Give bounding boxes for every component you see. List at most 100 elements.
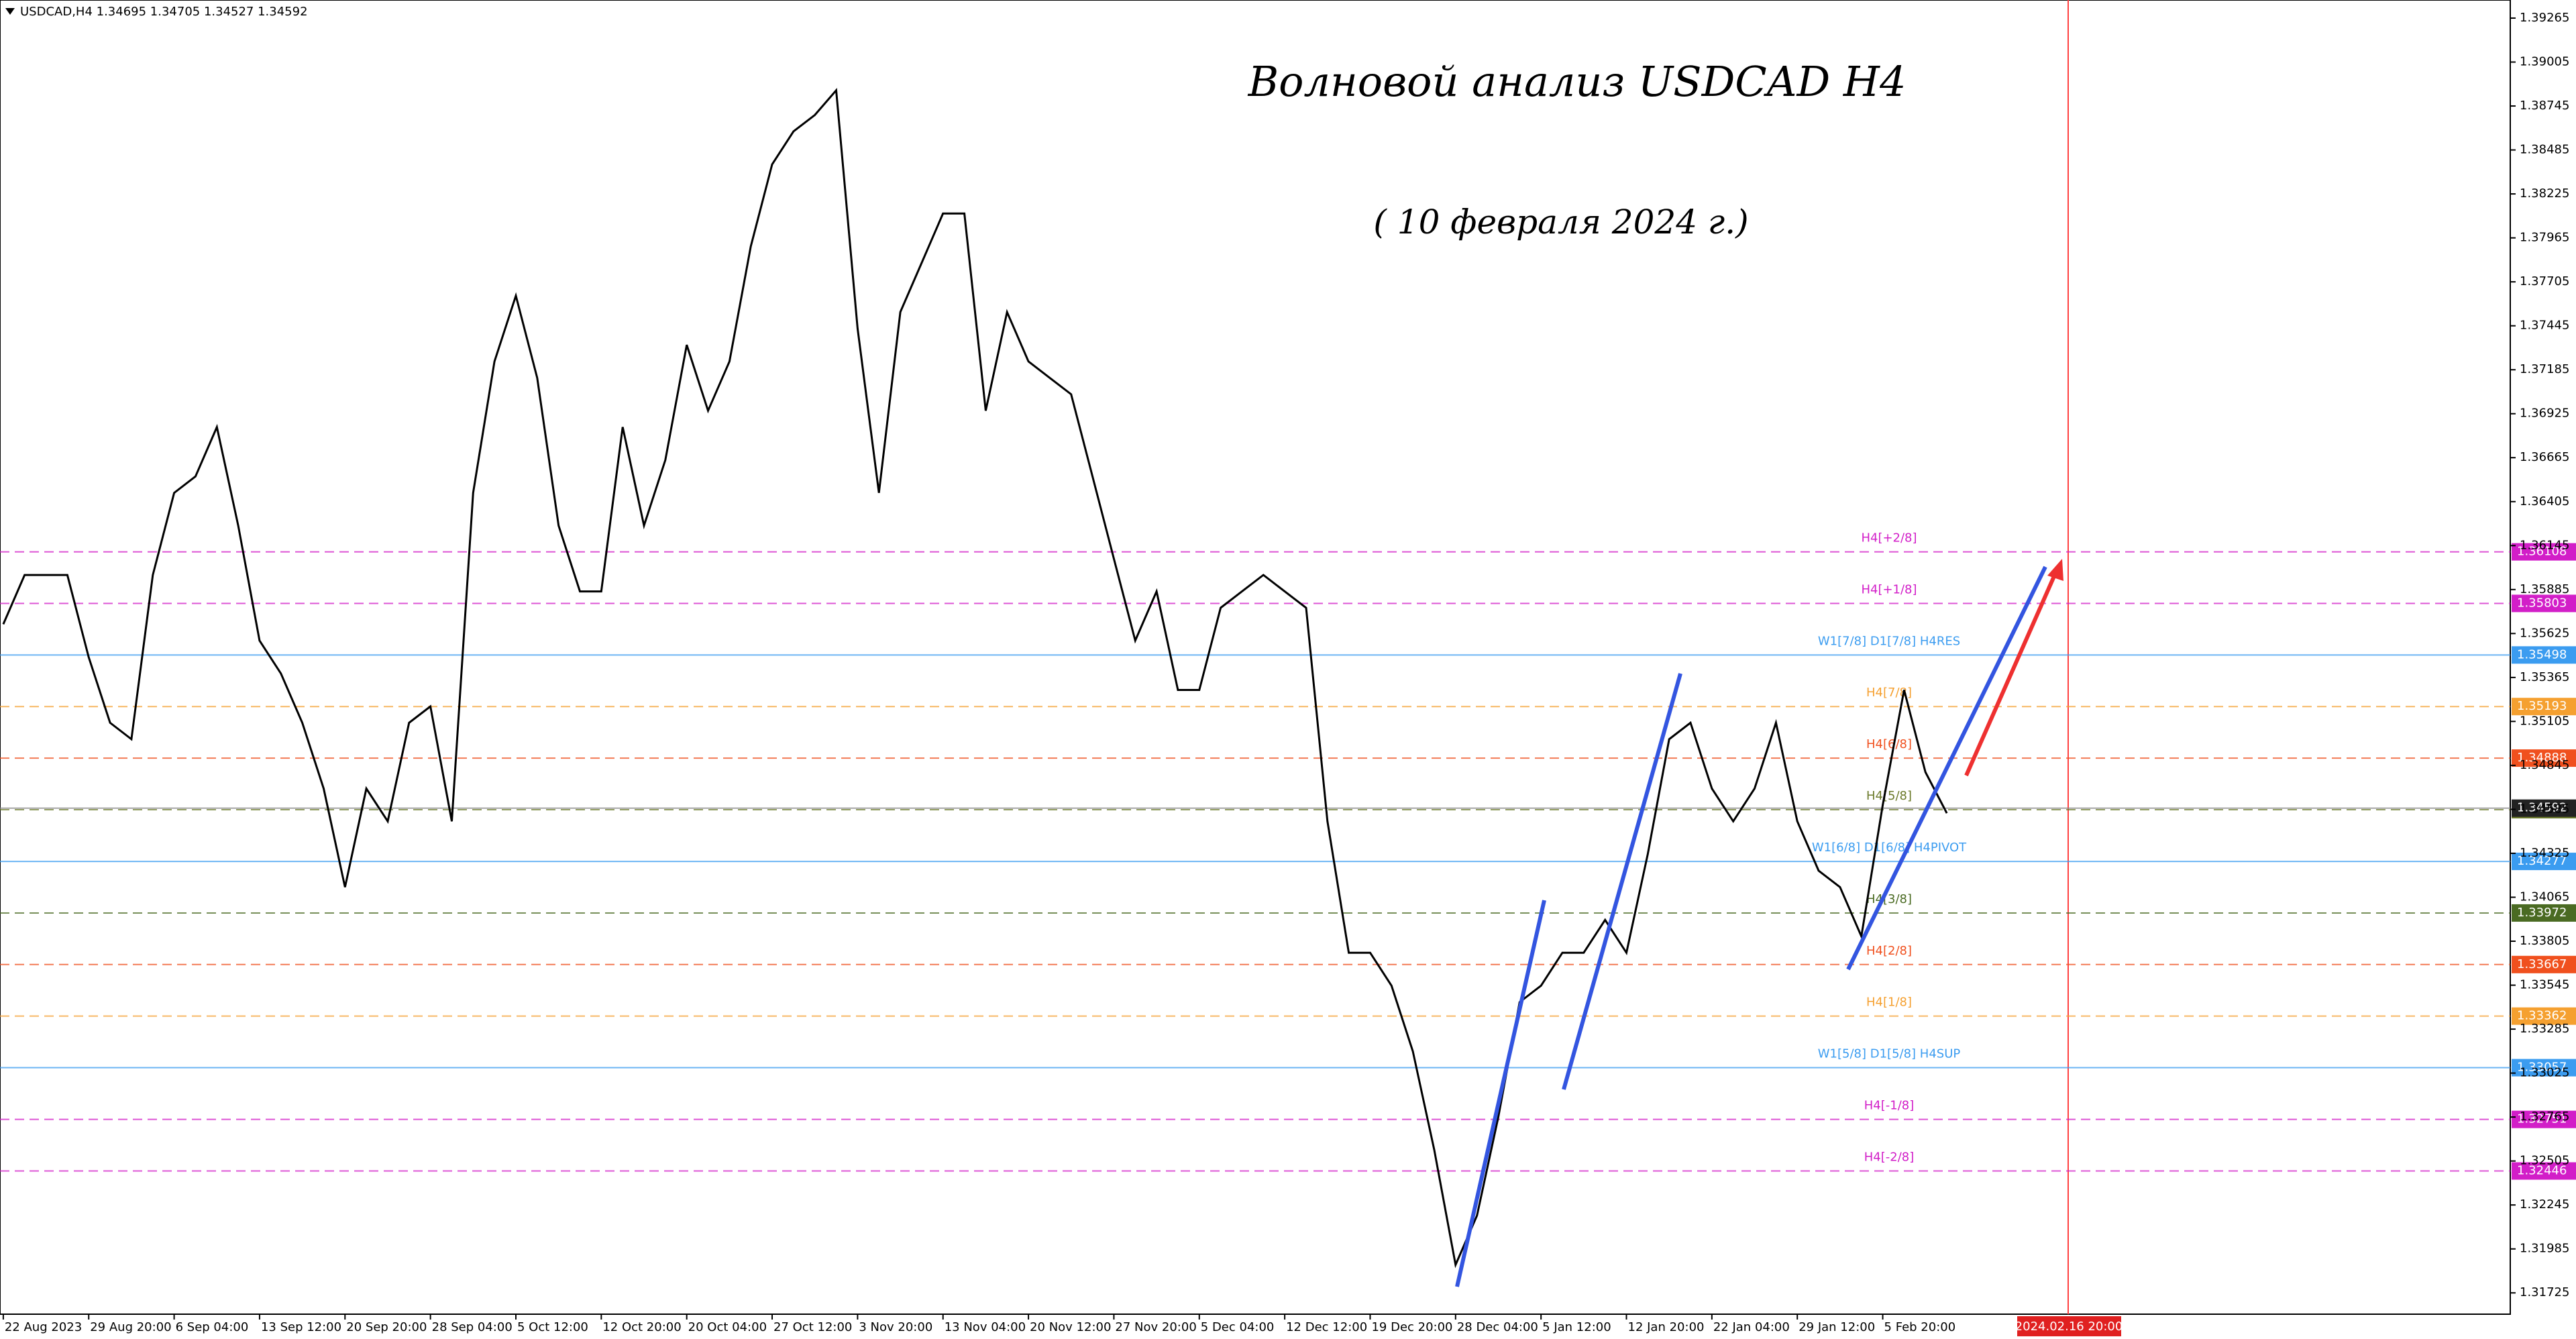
price-tag (2512, 543, 2576, 561)
x-tick-label: 22 Jan 04:00 (1713, 1320, 1790, 1334)
level-label: H4[7/8] (1866, 686, 1912, 700)
x-tick-label: 12 Jan 20:00 (1628, 1320, 1705, 1334)
level-label: H4[-1/8] (1864, 1099, 1915, 1113)
price-tag-label: 1.33057 (2517, 1061, 2567, 1075)
plot-area (0, 0, 2511, 1315)
price-tag (2512, 1110, 2576, 1128)
price-tag-label: 1.35803 (2517, 596, 2567, 610)
y-tick-label: 1.38485 (2520, 143, 2569, 157)
price-tag (2512, 749, 2576, 767)
y-tick-label: 1.33025 (2520, 1066, 2569, 1080)
x-tick-label: 6 Sep 04:00 (176, 1320, 249, 1334)
levels: H4[+2/8] 1.36108 H4[+1/8] 1.35803 W1[7/8] D1… (0, 531, 2576, 1180)
price-tag (2512, 853, 2576, 871)
y-tick-label: 1.38225 (2520, 186, 2569, 201)
price-tag-label: 1.35193 (2517, 699, 2567, 713)
y-tick-label: 1.36145 (2520, 538, 2569, 552)
y-tick-label: 1.34585 (2520, 802, 2569, 816)
price-tag (2512, 1007, 2576, 1025)
y-tick-label: 1.37185 (2520, 362, 2569, 376)
x-tick-label: 12 Oct 20:00 (602, 1320, 681, 1334)
level-label: H4[3/8] (1866, 892, 1912, 906)
x-tick-label: 20 Sep 20:00 (346, 1320, 427, 1334)
y-tick-label: 1.35365 (2520, 670, 2569, 684)
price-tag (2512, 904, 2576, 922)
chart-title: Волновой анализ USDCAD H4 (1248, 57, 1907, 106)
x-tick-label: 13 Nov 04:00 (945, 1320, 1026, 1334)
price-tag (2512, 698, 2576, 716)
price-tag (2512, 955, 2576, 973)
trend-line (1846, 566, 2047, 971)
level-label: H4[6/8] (1866, 737, 1912, 751)
last-price-label: 1.34592 (2517, 801, 2567, 815)
price-tag-label: 1.33362 (2517, 1009, 2567, 1023)
y-tick-label: 1.39265 (2520, 11, 2569, 25)
x-tick-label: 3 Nov 20:00 (859, 1320, 932, 1334)
level-label: W1[6/8] D1[6/8] H4PIVOT (1812, 841, 1967, 855)
x-tick-label: 5 Oct 12:00 (517, 1320, 588, 1334)
y-tick-label: 1.33285 (2520, 1022, 2569, 1036)
y-tick-label: 1.37705 (2520, 274, 2569, 288)
level-label: W1[7/8] D1[7/8] H4RES (1818, 634, 1960, 648)
price-tag-label: 1.33667 (2517, 957, 2567, 971)
x-tick-label: 22 Aug 2023 (5, 1320, 82, 1334)
level-label: H4[5/8] (1866, 789, 1912, 803)
y-tick-label: 1.35105 (2520, 714, 2569, 728)
level-label: W1[5/8] D1[5/8] H4SUP (1818, 1047, 1961, 1061)
x-tick-label: 29 Jan 12:00 (1799, 1320, 1875, 1334)
y-tick-label: 1.35885 (2520, 582, 2569, 596)
future-date: 2024.02.16 20:00 (2015, 1320, 2123, 1334)
x-tick-label: 20 Nov 12:00 (1030, 1320, 1111, 1334)
price-tag-label: 1.32446 (2517, 1164, 2567, 1178)
y-tick-label: 1.34325 (2520, 846, 2569, 860)
menu-icon (5, 8, 15, 15)
y-tick-label: 1.31725 (2520, 1285, 2569, 1299)
y-tick-label: 1.32245 (2520, 1197, 2569, 1212)
price-tag (2512, 1162, 2576, 1180)
y-tick-label: 1.36665 (2520, 450, 2569, 464)
y-tick-label: 1.37965 (2520, 231, 2569, 245)
price-tag-label: 1.32751 (2517, 1112, 2567, 1126)
y-tick-label: 1.35625 (2520, 626, 2569, 640)
price-tag-label: 1.34277 (2517, 854, 2567, 868)
x-tick-label: 5 Dec 04:00 (1201, 1320, 1275, 1334)
price-line (2, 87, 1948, 1269)
y-tick-label: 1.34845 (2520, 758, 2569, 772)
price-tag-label: 1.33972 (2517, 906, 2567, 920)
trend-line (1562, 673, 1682, 1090)
y-tick-label: 1.36925 (2520, 407, 2569, 421)
x-tick-label: 5 Jan 12:00 (1542, 1320, 1611, 1334)
price-tag-label: 1.36108 (2517, 545, 2567, 559)
y-tick-label: 1.32505 (2520, 1154, 2569, 1168)
y-tick-label: 1.39005 (2520, 54, 2569, 68)
x-tick-label: 28 Dec 04:00 (1457, 1320, 1538, 1334)
x-tick-label: 29 Aug 20:00 (90, 1320, 171, 1334)
x-tick-label: 12 Dec 12:00 (1286, 1320, 1367, 1334)
level-label: H4[1/8] (1866, 996, 1912, 1010)
trend-line (1455, 900, 1546, 1287)
price-tag (2512, 646, 2576, 664)
forecast-arrow (1964, 569, 2059, 777)
future-date-box (2017, 1316, 2121, 1336)
level-label: H4[+2/8] (1861, 531, 1917, 545)
y-tick-label: 1.33545 (2520, 978, 2569, 992)
level-label: H4[-2/8] (1864, 1150, 1915, 1165)
price-tag (2512, 1059, 2576, 1077)
x-tick-label: 5 Feb 20:00 (1884, 1320, 1956, 1334)
y-tick-label: 1.37445 (2520, 319, 2569, 333)
x-tick-label: 19 Dec 20:00 (1371, 1320, 1452, 1334)
price-tag-label: 1.34888 (2517, 751, 2567, 765)
last-price-tag (2512, 799, 2576, 817)
price-tag-label: 1.35498 (2517, 647, 2567, 661)
arrow-head (2047, 559, 2063, 581)
level-label: H4[2/8] (1866, 944, 1912, 958)
x-tick-label: 27 Nov 20:00 (1115, 1320, 1196, 1334)
y-tick-label: 1.36405 (2520, 494, 2569, 508)
y-tick-label: 1.33805 (2520, 934, 2569, 948)
y-tick-label: 1.31985 (2520, 1242, 2569, 1256)
chart-subtitle: ( 10 февраля 2024 г.) (1373, 203, 1748, 242)
y-tick-label: 1.32765 (2520, 1110, 2569, 1124)
x-tick-label: 20 Oct 04:00 (688, 1320, 767, 1334)
